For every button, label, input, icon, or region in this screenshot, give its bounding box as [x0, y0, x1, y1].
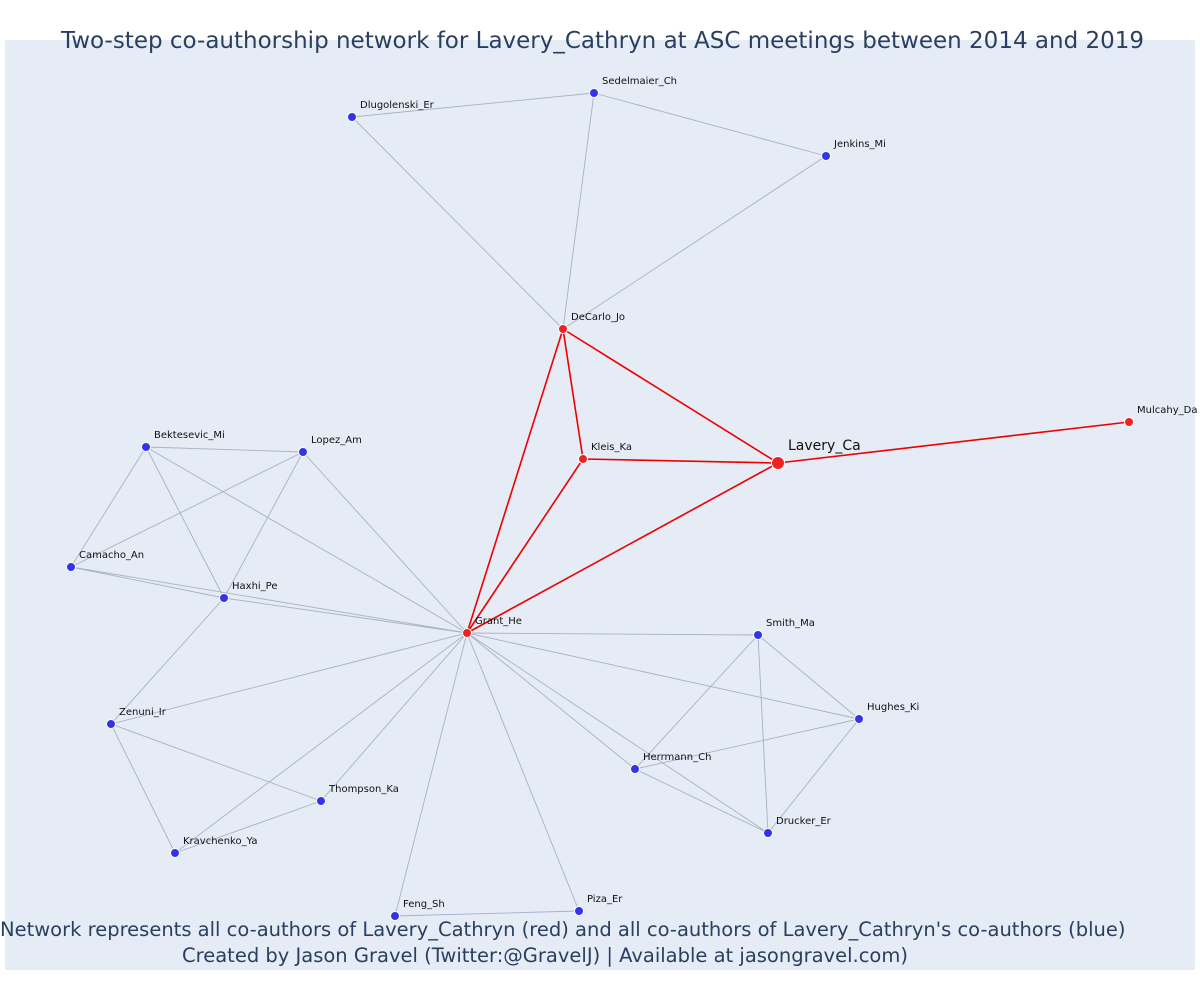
node-label-Lopez_Am: Lopez_Am [311, 435, 362, 446]
edge-Grant_He-Hughes_Ki [466, 632, 860, 720]
edge-Herrmann_Ch-Drucker_Er [634, 768, 769, 834]
edge-DeCarlo_Jo-Sedelmaier_Ch [562, 92, 595, 330]
labels-layer: Lavery_Ca DeCarlo_Jo Kleis_Ka Mulcahy_Da Gra… [79, 76, 1197, 910]
node-Lavery_Ca[interactable] [771, 456, 785, 470]
edge-Smith_Ma-Drucker_Er [757, 634, 769, 834]
node-Smith_Ma[interactable] [753, 630, 763, 640]
plot-background [5, 40, 1195, 970]
edge-Grant_He-Kravchenko_Ya [174, 632, 468, 854]
node-label-DeCarlo_Jo: DeCarlo_Jo [571, 312, 625, 323]
node-Camacho_An[interactable] [66, 562, 76, 572]
edge-Grant_He-Feng_Sh [394, 632, 468, 917]
node-Jenkins_Mi[interactable] [821, 151, 831, 161]
node-Kleis_Ka[interactable] [578, 454, 588, 464]
node-Feng_Sh[interactable] [390, 911, 400, 921]
node-label-Piza_Er: Piza_Er [587, 894, 623, 905]
caption-line-1: Network represents all co-authors of Lav… [0, 918, 1126, 941]
edge-Lavery_Ca-Grant_He [466, 462, 779, 634]
node-DeCarlo_Jo[interactable] [558, 324, 568, 334]
edge-Grant_He-Smith_Ma [466, 632, 759, 636]
node-Mulcahy_Da[interactable] [1124, 417, 1134, 427]
edge-Bektesevic_Mi-Haxhi_Pe [145, 446, 225, 599]
node-Haxhi_Pe[interactable] [219, 593, 229, 603]
node-label-Smith_Ma: Smith_Ma [766, 618, 815, 629]
node-Hughes_Ki[interactable] [854, 714, 864, 724]
node-label-Mulcahy_Da: Mulcahy_Da [1137, 405, 1197, 416]
node-label-Drucker_Er: Drucker_Er [776, 816, 832, 827]
node-label-Thompson_Ka: Thompson_Ka [328, 784, 399, 795]
node-Dlugolenski_Er[interactable] [347, 112, 357, 122]
edge-Lavery_Ca-DeCarlo_Jo [562, 328, 779, 464]
edge-Hughes_Ki-Drucker_Er [767, 718, 860, 834]
node-Herrmann_Ch[interactable] [630, 764, 640, 774]
node-label-Haxhi_Pe: Haxhi_Pe [232, 581, 278, 592]
caption-line-2: Created by Jason Gravel (Twitter:@Gravel… [182, 944, 908, 967]
edge-Lopez_Am-Camacho_An [70, 451, 304, 568]
edge-Grant_He-Lopez_Am [302, 451, 468, 634]
edge-Bektesevic_Mi-Lopez_Am [145, 446, 304, 453]
edge-Camacho_An-Haxhi_Pe [70, 566, 225, 599]
edge-DeCarlo_Jo-Kleis_Ka [562, 328, 584, 460]
node-Sedelmaier_Ch[interactable] [589, 88, 599, 98]
edge-Grant_He-Herrmann_Ch [466, 632, 636, 770]
edge-Feng_Sh-Piza_Er [394, 910, 580, 917]
node-Grant_He[interactable] [462, 628, 472, 638]
nodes-layer [66, 88, 1134, 921]
node-label-Hughes_Ki: Hughes_Ki [867, 702, 919, 713]
node-label-Bektesevic_Mi: Bektesevic_Mi [154, 430, 225, 441]
node-Piza_Er[interactable] [574, 906, 584, 916]
node-label-Jenkins_Mi: Jenkins_Mi [833, 139, 886, 150]
edge-Haxhi_Pe-Zenuni_Ir [110, 597, 225, 725]
edge-Zenuni_Ir-Kravchenko_Ya [110, 723, 176, 854]
edges-layer [70, 92, 1130, 917]
node-Lopez_Am[interactable] [298, 447, 308, 457]
edge-Grant_He-Thompson_Ka [320, 632, 468, 802]
edge-Lopez_Am-Haxhi_Pe [223, 451, 304, 599]
edge-Lavery_Ca-Kleis_Ka [582, 458, 779, 464]
node-Zenuni_Ir[interactable] [106, 719, 116, 729]
node-label-Kleis_Ka: Kleis_Ka [591, 442, 632, 453]
edge-DeCarlo_Jo-Jenkins_Mi [562, 155, 827, 330]
node-label-Lavery_Ca: Lavery_Ca [788, 438, 861, 454]
node-label-Zenuni_Ir: Zenuni_Ir [119, 707, 167, 718]
edge-Grant_He-Drucker_Er [466, 632, 769, 834]
edge-Thompson_Ka-Kravchenko_Ya [174, 800, 322, 854]
edge-Grant_He-Piza_Er [466, 632, 580, 912]
edge-DeCarlo_Jo-Dlugolenski_Er [351, 116, 564, 330]
node-Kravchenko_Ya[interactable] [170, 848, 180, 858]
edge-Sedelmaier_Ch-Jenkins_Mi [593, 92, 827, 157]
edge-Bektesevic_Mi-Camacho_An [70, 446, 147, 568]
node-label-Herrmann_Ch: Herrmann_Ch [643, 752, 711, 763]
node-Bektesevic_Mi[interactable] [141, 442, 151, 452]
edge-Grant_He-Camacho_An [70, 566, 468, 634]
node-label-Kravchenko_Ya: Kravchenko_Ya [183, 836, 257, 847]
node-label-Camacho_An: Camacho_An [79, 550, 144, 561]
edge-DeCarlo_Jo-Grant_He [466, 328, 564, 634]
edge-Smith_Ma-Herrmann_Ch [634, 634, 759, 770]
chart-title: Two-step co-authorship network for Laver… [60, 28, 1145, 54]
node-label-Grant_He: Grant_He [475, 616, 522, 627]
edge-Zenuni_Ir-Thompson_Ka [110, 723, 322, 802]
node-label-Dlugolenski_Er: Dlugolenski_Er [360, 100, 435, 111]
edge-Kleis_Ka-Grant_He [466, 458, 584, 634]
node-label-Feng_Sh: Feng_Sh [403, 899, 445, 910]
node-Drucker_Er[interactable] [763, 828, 773, 838]
node-Thompson_Ka[interactable] [316, 796, 326, 806]
edge-Grant_He-Bektesevic_Mi [145, 446, 468, 634]
edge-Hughes_Ki-Herrmann_Ch [634, 718, 860, 770]
edge-Smith_Ma-Hughes_Ki [757, 634, 860, 720]
edge-Lavery_Ca-Mulcahy_Da [777, 421, 1130, 464]
node-label-Sedelmaier_Ch: Sedelmaier_Ch [602, 76, 677, 87]
edge-Grant_He-Zenuni_Ir [110, 632, 468, 725]
edge-Grant_He-Haxhi_Pe [223, 597, 468, 634]
edge-Dlugolenski_Er-Sedelmaier_Ch [351, 92, 595, 118]
